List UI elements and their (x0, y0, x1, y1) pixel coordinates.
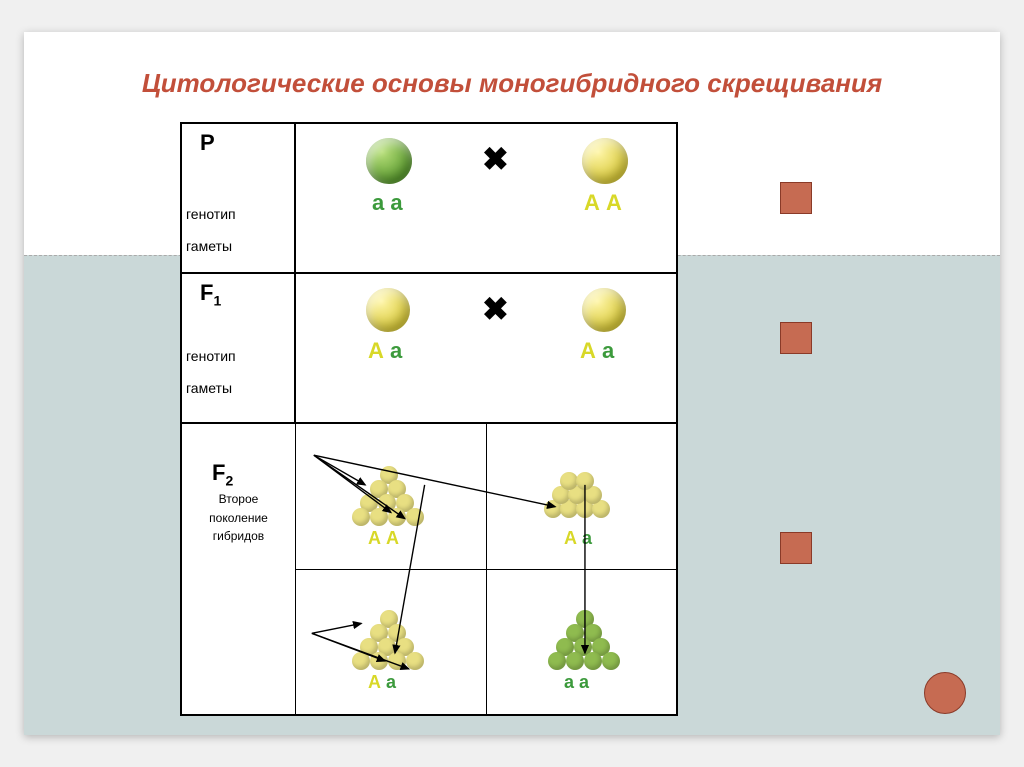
label-f1: F1 (186, 280, 290, 308)
p-geno-right: А А (584, 190, 622, 216)
row-p-content: ✖ а а А А (296, 124, 676, 272)
f2-desc-1: Второе (186, 492, 291, 506)
p-geno-left: а а (372, 190, 403, 216)
row-f2: F2 Второе поколение гибридов (182, 424, 676, 714)
row-f1-labels: F1 генотип гаметы (182, 274, 296, 422)
row-f2-labels: F2 Второе поколение гибридов (182, 424, 296, 714)
f1-geno-right: А а (580, 338, 614, 364)
p-parent-green (366, 138, 412, 184)
row-p: P генотип гаметы ✖ а а А А (182, 124, 676, 274)
deco-square (780, 322, 812, 354)
row-f1: F1 генотип гаметы ✖ А а А а (182, 274, 676, 424)
f2-geno-aa: а а (564, 672, 589, 693)
f2-geno-Aa-1: А а (564, 528, 592, 549)
row-f1-content: ✖ А а А а (296, 274, 676, 422)
f2-geno-Aa-2: А а (368, 672, 396, 693)
f1-geno-left: А а (368, 338, 402, 364)
slide-frame: Цитологические основы моногибридного скр… (24, 32, 1000, 735)
p-parent-yellow (582, 138, 628, 184)
cross-icon: ✖ (482, 140, 509, 178)
deco-square (780, 532, 812, 564)
label-gametes-f1: гаметы (186, 380, 290, 396)
grid-line (296, 569, 676, 570)
row-p-labels: P генотип гаметы (182, 124, 296, 272)
f2-desc-2: поколение (186, 511, 291, 525)
label-p: P (186, 130, 290, 156)
cross-diagram: P генотип гаметы ✖ а а А А F1 генотип га… (180, 122, 678, 716)
slide-title: Цитологические основы моногибридного скр… (24, 68, 1000, 99)
label-genotype: генотип (186, 206, 290, 222)
label-gametes: гаметы (186, 238, 290, 254)
cross-icon: ✖ (482, 290, 509, 328)
row-f2-content: А А А а (296, 424, 676, 714)
label-genotype-f1: генотип (186, 348, 290, 364)
deco-circle (924, 672, 966, 714)
f1-left (366, 288, 410, 332)
label-f2: F2 (186, 460, 291, 488)
deco-square (780, 182, 812, 214)
f2-desc-3: гибридов (186, 529, 291, 543)
f2-geno-AA: А А (368, 528, 399, 549)
f1-right (582, 288, 626, 332)
